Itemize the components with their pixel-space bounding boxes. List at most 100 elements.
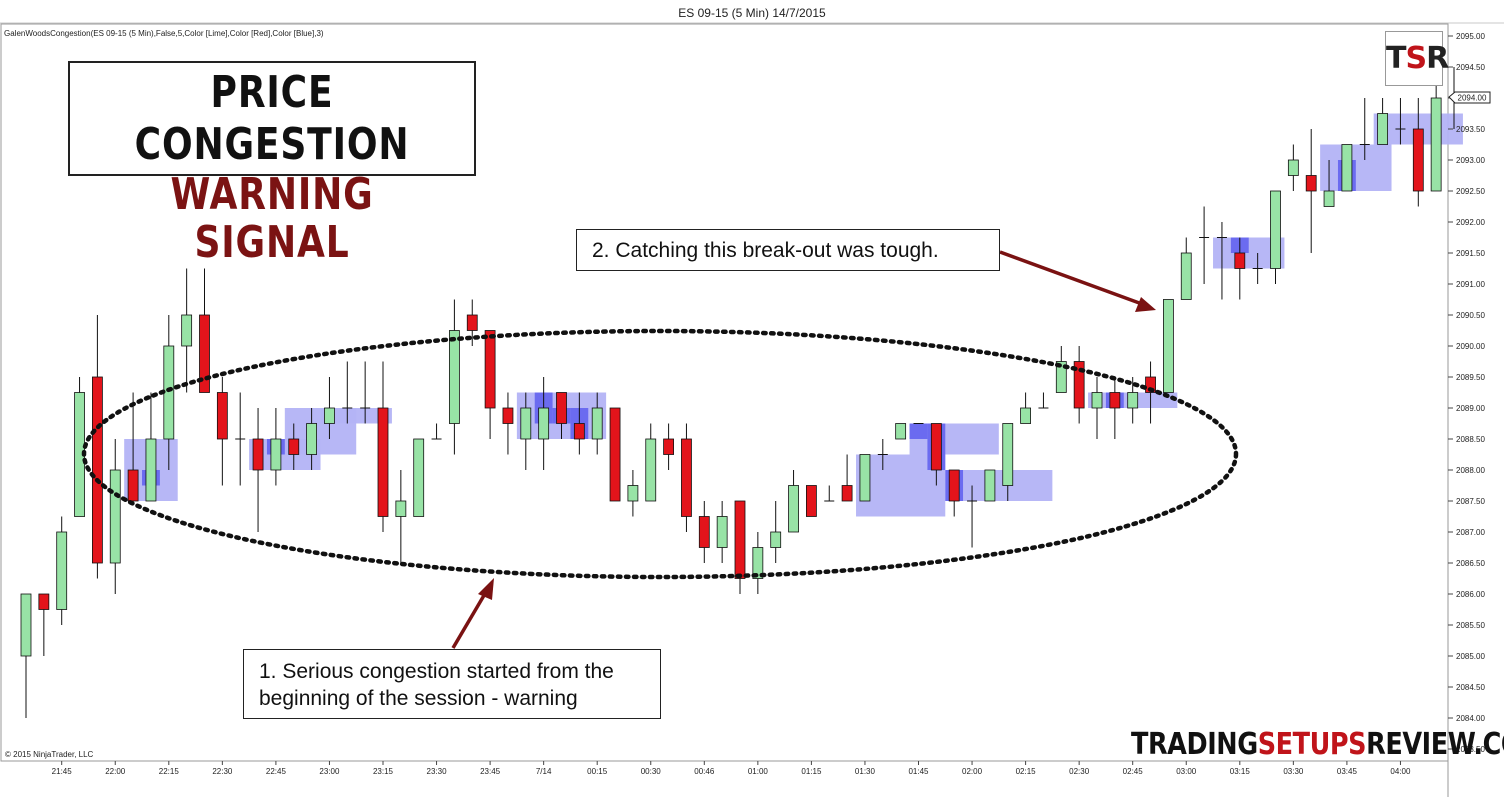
time-tick-label: 22:15	[159, 767, 180, 776]
candle-body-up	[984, 469, 996, 502]
candle	[127, 392, 139, 502]
candle-body-down	[252, 438, 264, 471]
time-tick-label: 02:30	[1069, 767, 1090, 776]
time-tick-label: 00:30	[641, 767, 662, 776]
price-tick-label: 2091.50	[1456, 249, 1485, 258]
candle	[1305, 129, 1317, 253]
candle	[252, 408, 264, 532]
candle	[967, 485, 978, 548]
candle	[1252, 253, 1263, 284]
candle-body-up	[448, 330, 460, 424]
indicator-label: GalenWoodsCongestion(ES 09-15 (5 Min),Fa…	[4, 29, 324, 38]
annotation-1-line-2: beginning of the session - warning	[259, 687, 578, 710]
candle-body-down	[681, 438, 692, 517]
candle	[1270, 190, 1281, 284]
time-tick-label: 00:15	[587, 767, 608, 776]
candle-body-down	[698, 516, 710, 548]
headline-box: PRICE CONGESTION WARNING SIGNAL	[68, 61, 476, 267]
annotation-1-line-1: 1. Serious congestion started from the	[259, 660, 614, 683]
time-tick-label: 23:45	[480, 767, 501, 776]
candle-body-up	[716, 516, 728, 548]
congestion-zone	[320, 408, 392, 424]
candle-body-down	[948, 469, 960, 502]
logo-letter-s: S	[1405, 41, 1427, 76]
candle	[788, 470, 799, 533]
candle	[770, 501, 782, 563]
time-tick-label: 01:00	[748, 767, 769, 776]
candle	[324, 377, 335, 439]
candle	[948, 469, 960, 517]
candle-body-up	[1377, 113, 1388, 145]
time-tick-label: 02:00	[962, 767, 983, 776]
time-tick-label: 23:00	[319, 767, 340, 776]
candle-body-up	[520, 407, 532, 440]
candle-body-down	[466, 314, 478, 331]
annotation-2-text: 2. Catching this break-out was tough.	[592, 239, 939, 262]
candle	[56, 516, 68, 625]
copyright-text: © 2015 NinjaTrader, LLC	[5, 750, 94, 759]
candle-body-up	[538, 407, 550, 440]
candle-body-down	[288, 438, 300, 455]
candle	[573, 392, 585, 455]
candle-body-down	[609, 407, 621, 502]
candle-body-up	[1127, 392, 1139, 409]
candle-body-down	[92, 376, 103, 564]
candle	[270, 408, 282, 486]
candle	[199, 268, 210, 393]
candle-body-up	[145, 438, 157, 502]
candle-body-down	[663, 438, 674, 455]
time-tick-label: 23:30	[427, 767, 448, 776]
candle	[698, 501, 710, 563]
candle	[877, 439, 888, 470]
candle-body-up	[645, 438, 657, 502]
time-tick-label: 22:45	[266, 767, 287, 776]
headline-line-1: PRICE CONGESTION	[134, 67, 410, 170]
candle-body-down	[841, 485, 853, 502]
tsr-logo: TSR	[1385, 31, 1449, 86]
time-tick-label: 02:15	[1016, 767, 1037, 776]
candle	[92, 315, 103, 579]
price-tick-label: 2090.00	[1456, 342, 1485, 351]
candle	[306, 408, 318, 470]
candle	[806, 485, 817, 517]
annotation-1: 1. Serious congestion started from the b…	[243, 649, 661, 719]
candle-body-up	[181, 314, 193, 347]
candle	[520, 392, 532, 470]
logo-letter-r: R	[1426, 41, 1449, 76]
candle-body-up	[306, 423, 318, 455]
last-price-marker: 2094.00	[1448, 91, 1491, 104]
candle	[1412, 98, 1424, 207]
congestion-core	[909, 423, 928, 439]
candle	[627, 470, 639, 517]
candle-body-up	[270, 438, 282, 471]
candle	[1002, 423, 1014, 501]
candle-body-down	[573, 423, 585, 440]
price-tick-label: 2088.50	[1456, 435, 1485, 444]
price-tick-label: 2083.50	[1456, 745, 1485, 754]
time-tick-label: 22:00	[105, 767, 126, 776]
candle-body-up	[627, 485, 639, 502]
candle-body-down	[556, 392, 567, 424]
logo-letter-t: T	[1386, 41, 1406, 76]
candle	[984, 469, 996, 502]
candle-body-up	[770, 531, 782, 548]
candle-body-up	[895, 423, 907, 440]
candle	[1341, 144, 1353, 192]
candle-body-down	[806, 485, 817, 517]
candle-body-up	[1002, 423, 1014, 486]
candle	[1073, 346, 1085, 424]
time-tick-label: 01:45	[908, 767, 929, 776]
time-tick-label: 01:15	[801, 767, 822, 776]
brand-part-3: REVIEW.COM	[1366, 727, 1504, 762]
candle-body-down	[216, 392, 228, 440]
candle-body-up	[1270, 190, 1281, 269]
time-tick-label: 7/14	[536, 767, 552, 776]
candle	[734, 500, 746, 594]
candle	[288, 423, 300, 470]
brand-part-1: TRADING	[1131, 727, 1258, 762]
candle-body-up	[1341, 144, 1353, 192]
candle	[645, 423, 657, 502]
candle	[466, 299, 478, 346]
candle	[1145, 361, 1156, 424]
time-tick-label: 03:45	[1337, 767, 1358, 776]
